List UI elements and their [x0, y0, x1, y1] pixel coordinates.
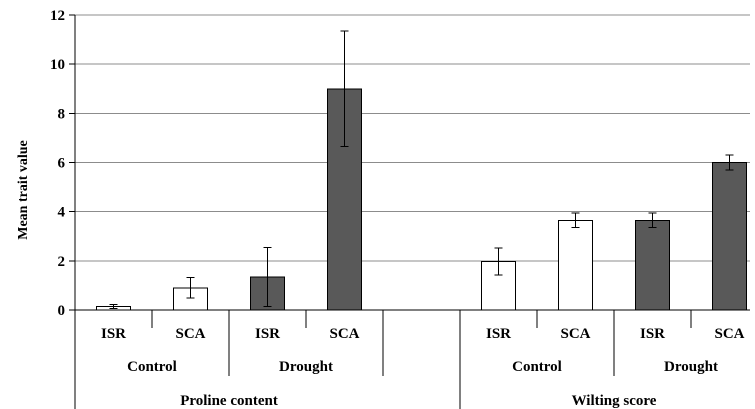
- trait-label: Wilting score: [572, 393, 657, 409]
- bar-wilting-score-drought-isr: [635, 219, 670, 311]
- genotype-label: ISR: [486, 326, 511, 342]
- bar-wilting-score-drought-sca: [712, 162, 747, 311]
- condition-label: Drought: [279, 359, 333, 375]
- y-tick-label: 0: [58, 303, 66, 319]
- bars: [96, 88, 747, 311]
- genotype-label: SCA: [560, 326, 590, 342]
- y-tick-label: 6: [58, 156, 66, 172]
- y-tick-label: 8: [58, 106, 66, 122]
- genotype-label: SCA: [329, 326, 359, 342]
- genotype-label: ISR: [640, 326, 665, 342]
- y-axis-title: Mean trait value: [16, 140, 31, 240]
- condition-label: Control: [127, 359, 177, 375]
- trait-label: Proline content: [180, 393, 278, 409]
- y-tick-label: 2: [58, 254, 66, 270]
- genotype-label: SCA: [175, 326, 205, 342]
- error-bars: [109, 30, 734, 309]
- bar-wilting-score-control-sca: [558, 219, 593, 311]
- y-tick-label: 12: [50, 8, 65, 24]
- genotype-label: SCA: [714, 326, 744, 342]
- y-tick-label: 4: [58, 205, 66, 221]
- genotype-label: ISR: [101, 326, 126, 342]
- genotype-label: ISR: [255, 326, 280, 342]
- condition-label: Drought: [664, 359, 718, 375]
- y-tick-label: 10: [50, 57, 65, 73]
- y-axis: 0 2 4 6 8 10 12: [50, 8, 750, 319]
- x-axis-categories: ISR SCA Control ISR SCA Drought Proline conten…: [74, 310, 745, 409]
- condition-label: Control: [512, 359, 562, 375]
